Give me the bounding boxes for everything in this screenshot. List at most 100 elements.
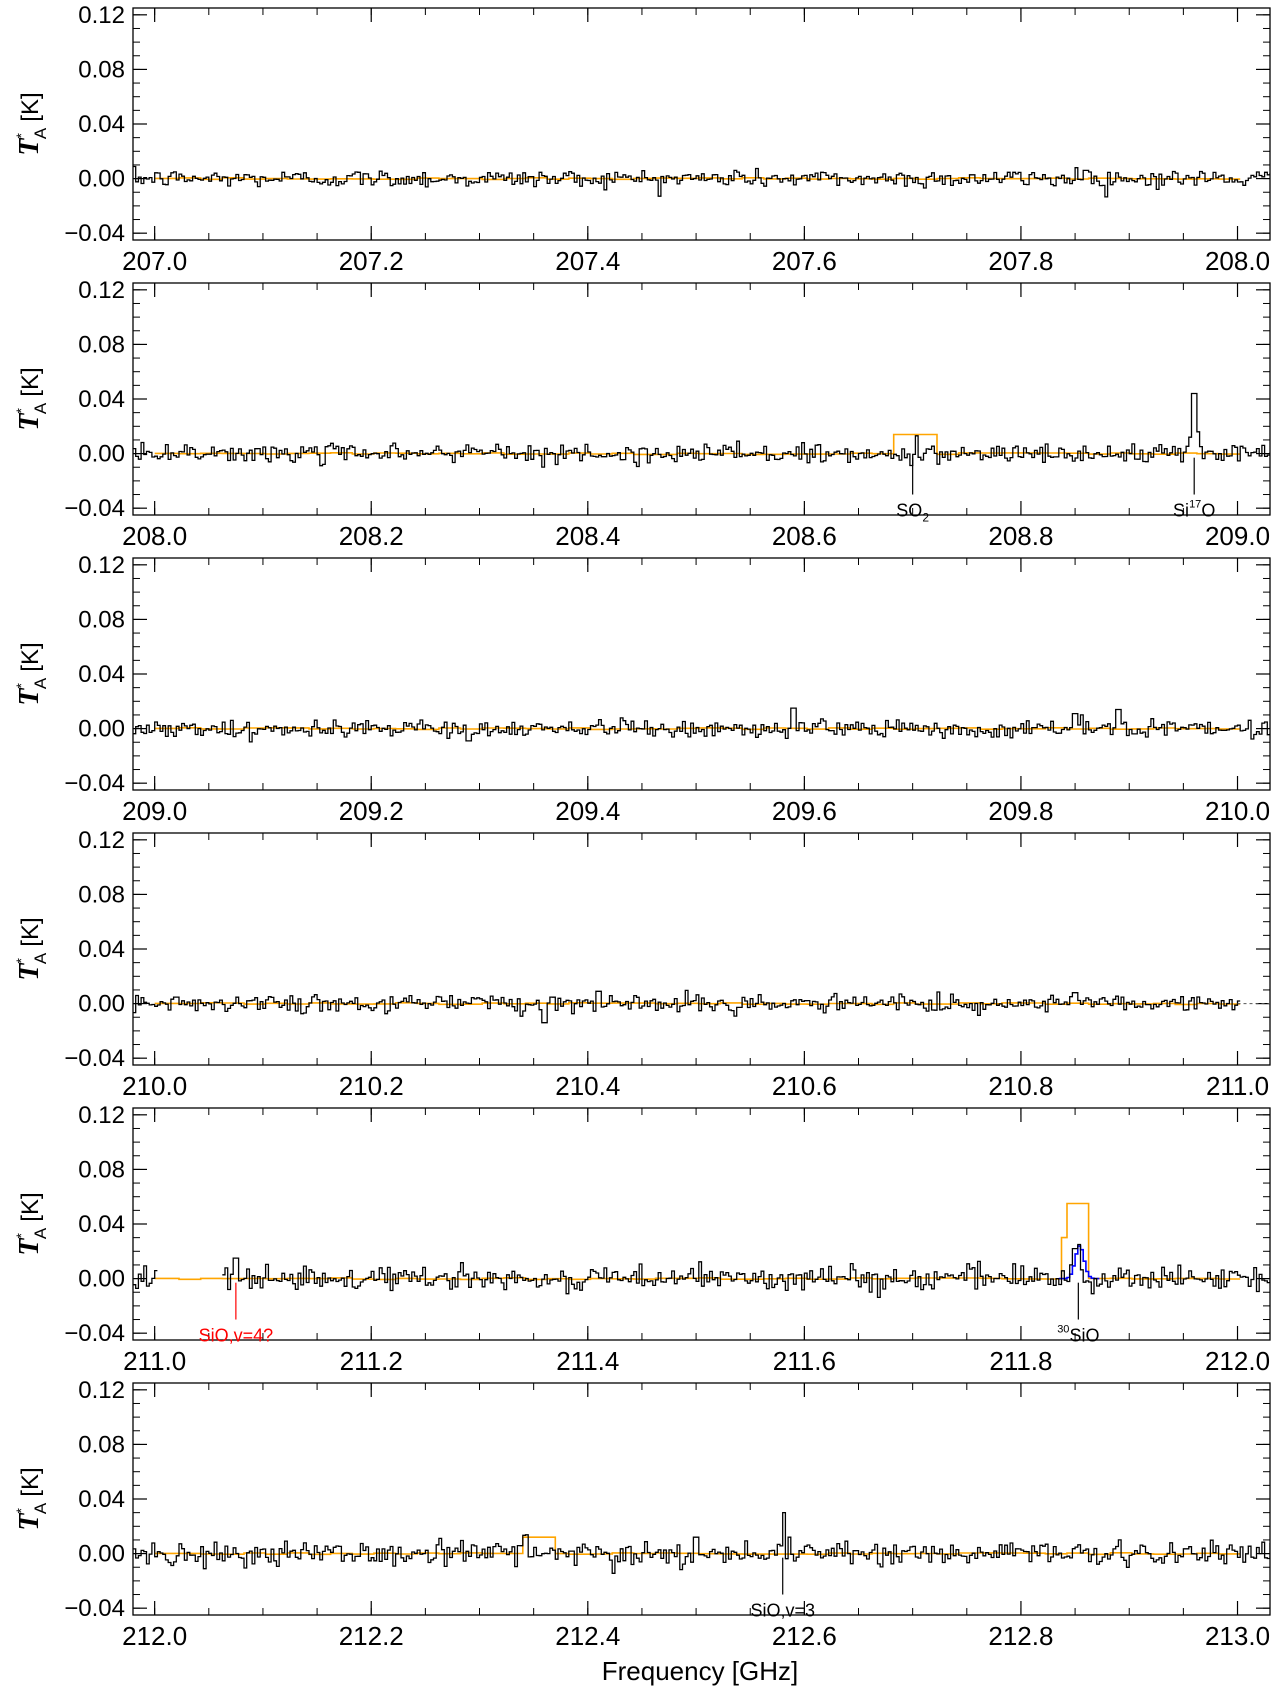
- x-tick-label: 213.0: [1205, 1621, 1270, 1651]
- y-axis-label: T* A[K]: [13, 642, 50, 705]
- x-tick-label: 210.0: [1205, 796, 1270, 826]
- observed-spectrum-line: [133, 165, 1270, 198]
- y-axis-label: T* A[K]: [13, 92, 50, 155]
- x-tick-label: 208.0: [122, 521, 187, 551]
- observed-layer: [133, 1511, 1270, 1574]
- line-id-label: SiO,v=3: [750, 1601, 815, 1621]
- x-tick-label: 210.2: [339, 1071, 404, 1101]
- y-tick-label: −0.04: [64, 1595, 125, 1622]
- panels-group: −0.04 0.00 0.04 0.08 0.12 207.0 207.2 207.4 207.…: [13, 2, 1271, 1651]
- x-tick-label: 209.4: [555, 796, 620, 826]
- y-tick-label: 0.04: [78, 1486, 125, 1513]
- y-tick-label: 0.12: [78, 1102, 125, 1129]
- model-spectrum-line: [154, 1202, 1241, 1281]
- y-axis-label: T* A[K]: [13, 1467, 50, 1530]
- x-tick-label: 209.8: [988, 796, 1053, 826]
- x-tick-label: 209.6: [772, 796, 837, 826]
- observed-layer: [133, 989, 1270, 1024]
- x-tick-label: 211.0: [123, 1346, 186, 1376]
- plot-frame: [132, 832, 1271, 1066]
- y-tick-label: 0.04: [78, 111, 125, 138]
- x-tick-label: 208.2: [339, 521, 404, 551]
- y-tick-label: 0.04: [78, 1211, 125, 1238]
- x-tick-label: 211.8: [989, 1346, 1052, 1376]
- x-tick-label: 210.8: [988, 1071, 1053, 1101]
- y-tick-label: 0.04: [78, 661, 125, 688]
- observed-spectrum-line: [133, 989, 1241, 1024]
- y-tick-label: 0.00: [78, 716, 125, 743]
- y-tick-label: 0.12: [78, 2, 125, 29]
- y-tick-label: 0.00: [78, 991, 125, 1018]
- panel-5: −0.04 0.00 0.04 0.08 0.12 211.0 211.2 211.4 211.…: [13, 1102, 1271, 1376]
- x-tick-label: 211.6: [773, 1346, 836, 1376]
- y-axis-label: T* A[K]: [13, 1192, 50, 1255]
- y-tick-label: 0.12: [78, 827, 125, 854]
- model-layer: [154, 1536, 1241, 1556]
- x-tick-label: 212.0: [122, 1621, 187, 1651]
- y-tick-label: 0.08: [78, 881, 125, 908]
- model-layer: [154, 1202, 1241, 1281]
- x-tick-label: 211.2: [340, 1346, 403, 1376]
- plot-frame: [132, 7, 1271, 241]
- y-tick-label: −0.04: [64, 220, 125, 247]
- x-tick-label: 210.0: [122, 1071, 187, 1101]
- x-tick-label: 208.8: [988, 521, 1053, 551]
- x-tick-label: 208.0: [1205, 246, 1270, 276]
- panel-1: −0.04 0.00 0.04 0.08 0.12 207.0 207.2 207.4 207.…: [13, 2, 1271, 276]
- y-tick-label: 0.08: [78, 1431, 125, 1458]
- line-id-label: SiO,v=4?: [199, 1326, 274, 1346]
- x-tick-label: 208.4: [555, 521, 620, 551]
- y-tick-label: 0.00: [78, 441, 125, 468]
- y-axis-label: T* A[K]: [13, 367, 50, 430]
- x-tick-label: 210.6: [772, 1071, 837, 1101]
- observed-spectrum-line: [133, 1243, 1270, 1299]
- observed-spectrum-line: [133, 1511, 1270, 1574]
- y-tick-label: −0.04: [64, 495, 125, 522]
- model-layer: [154, 1002, 1241, 1006]
- y-tick-label: −0.04: [64, 1045, 125, 1072]
- x-tick-label: 209.2: [339, 796, 404, 826]
- y-tick-label: 0.04: [78, 936, 125, 963]
- y-tick-label: −0.04: [64, 770, 125, 797]
- x-tick-label: 212.0: [1205, 1346, 1270, 1376]
- x-tick-label: 211.0: [1206, 1071, 1269, 1101]
- x-tick-label: 207.8: [988, 246, 1053, 276]
- y-tick-label: 0.00: [78, 1266, 125, 1293]
- observed-layer: [133, 165, 1270, 198]
- x-tick-label: 207.2: [339, 246, 404, 276]
- x-tick-label: 209.0: [1205, 521, 1270, 551]
- plot-frame: [132, 557, 1271, 791]
- model-spectrum-line: [154, 1536, 1241, 1556]
- x-tick-label: 208.6: [772, 521, 837, 551]
- x-tick-label: 207.6: [772, 246, 837, 276]
- y-tick-label: 0.12: [78, 1377, 125, 1404]
- x-tick-label: 207.0: [122, 246, 187, 276]
- x-tick-label: 212.2: [339, 1621, 404, 1651]
- y-tick-label: 0.00: [78, 166, 125, 193]
- plot-frame: [132, 282, 1271, 516]
- x-tick-label: 211.4: [556, 1346, 619, 1376]
- x-tick-label: 212.4: [555, 1621, 620, 1651]
- y-axis-label: T* A[K]: [13, 917, 50, 980]
- x-tick-label: 212.6: [772, 1621, 837, 1651]
- observed-spectrum-line: [133, 392, 1270, 468]
- x-axis-label: Frequency [GHz]: [602, 1656, 799, 1686]
- plot-frame: [132, 1107, 1271, 1341]
- panel-4: −0.04 0.00 0.04 0.08 0.12 210.0 210.2 210.4 210.…: [13, 827, 1271, 1101]
- panel-6: −0.04 0.00 0.04 0.08 0.12 212.0 212.2 212.4 212.…: [13, 1377, 1271, 1651]
- observed-layer: [133, 707, 1270, 743]
- panel-2: −0.04 0.00 0.04 0.08 0.12 208.0 208.2 208.4 208.…: [13, 277, 1271, 551]
- y-tick-label: 0.08: [78, 56, 125, 83]
- y-tick-label: −0.04: [64, 1320, 125, 1347]
- line-id-label: SO2: [896, 501, 929, 525]
- y-tick-label: 0.08: [78, 1156, 125, 1183]
- y-tick-label: 0.08: [78, 606, 125, 633]
- line-id-label: 30SiO: [1057, 1324, 1099, 1346]
- y-tick-label: 0.08: [78, 331, 125, 358]
- y-tick-label: 0.04: [78, 386, 125, 413]
- x-tick-label: 207.4: [555, 246, 620, 276]
- observed-layer: [133, 1243, 1270, 1299]
- x-tick-label: 210.4: [555, 1071, 620, 1101]
- model-spectrum-line: [154, 1002, 1241, 1006]
